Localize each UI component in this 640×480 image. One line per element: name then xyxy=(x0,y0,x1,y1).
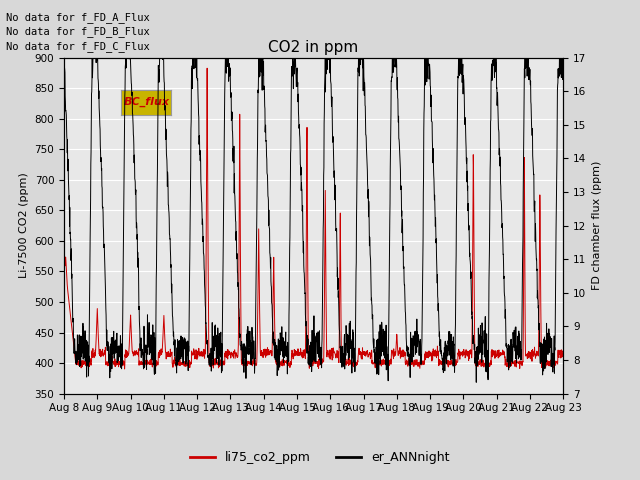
li75_co2_ppm xyxy=(204,65,211,71)
Line: er_ANNnight: er_ANNnight xyxy=(64,51,563,382)
er_ANNnight xyxy=(458,72,466,77)
er_ANNnight xyxy=(472,379,480,385)
Text: No data for f_FD_B_Flux: No data for f_FD_B_Flux xyxy=(6,26,150,37)
li75_co2_ppm xyxy=(559,349,567,355)
Y-axis label: Li-7500 CO2 (ppm): Li-7500 CO2 (ppm) xyxy=(19,173,29,278)
er_ANNnight xyxy=(328,96,335,101)
Title: CO2 in ppm: CO2 in ppm xyxy=(268,40,359,55)
er_ANNnight xyxy=(60,62,68,68)
Text: No data for f_FD_C_Flux: No data for f_FD_C_Flux xyxy=(6,41,150,52)
li75_co2_ppm xyxy=(60,253,68,259)
li75_co2_ppm xyxy=(529,349,537,355)
li75_co2_ppm xyxy=(328,352,336,358)
er_ANNnight xyxy=(90,48,97,54)
Legend: li75_co2_ppm, er_ANNnight: li75_co2_ppm, er_ANNnight xyxy=(186,446,454,469)
li75_co2_ppm xyxy=(339,361,347,367)
li75_co2_ppm xyxy=(516,359,524,365)
Line: li75_co2_ppm: li75_co2_ppm xyxy=(64,68,563,369)
er_ANNnight xyxy=(200,251,207,256)
er_ANNnight xyxy=(529,165,537,170)
li75_co2_ppm xyxy=(459,353,467,359)
er_ANNnight xyxy=(559,74,567,80)
er_ANNnight xyxy=(339,343,346,349)
er_ANNnight xyxy=(516,351,524,357)
Y-axis label: FD chamber flux (ppm): FD chamber flux (ppm) xyxy=(592,161,602,290)
Text: No data for f_FD_A_Flux: No data for f_FD_A_Flux xyxy=(6,12,150,23)
li75_co2_ppm xyxy=(121,366,129,372)
li75_co2_ppm xyxy=(200,348,207,353)
